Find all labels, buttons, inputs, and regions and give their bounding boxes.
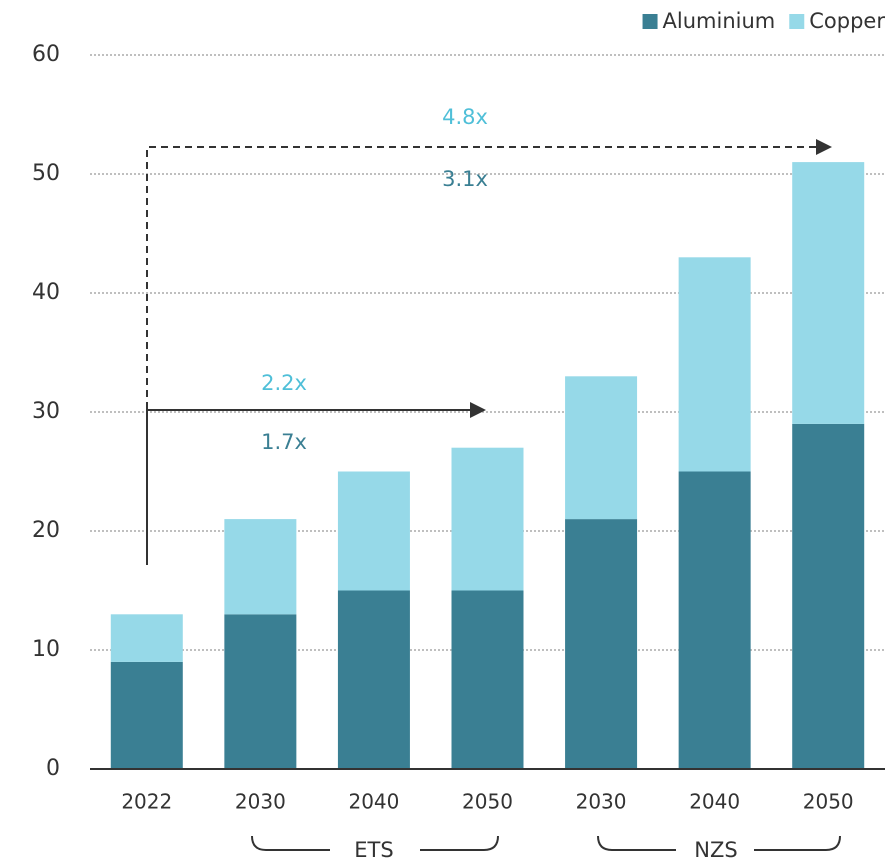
bar-segment [224, 614, 297, 769]
y-tick-label: 10 [32, 637, 60, 662]
annotation: 3.1x [442, 167, 488, 191]
arrow [146, 409, 472, 565]
y-tick-label: 50 [32, 161, 60, 186]
bar-segment [565, 376, 638, 520]
annotation: 2.2x [261, 371, 307, 395]
group-label: NZS [694, 838, 737, 862]
bar-segment [451, 447, 524, 591]
arrow [146, 146, 818, 565]
group-brace [251, 835, 499, 851]
arrowhead [470, 402, 486, 418]
x-tick-label: 2040 [348, 790, 399, 814]
bar-segment [110, 614, 183, 662]
x-tick-label: 2022 [121, 790, 172, 814]
bar-segment [337, 471, 410, 591]
bar-segment [451, 590, 524, 769]
annotation: 4.8x [442, 105, 488, 129]
bar-segment [678, 471, 751, 769]
legend-label: Aluminium [663, 9, 776, 33]
bar-segment [224, 519, 297, 615]
y-tick-label: 40 [32, 280, 60, 305]
bar-segment [792, 423, 865, 769]
group-label: ETS [354, 838, 393, 862]
group-brace [597, 835, 841, 851]
bar-segment [337, 590, 410, 769]
x-tick-label: 2030 [576, 790, 627, 814]
arrowhead [816, 139, 832, 155]
legend-label: Copper [809, 9, 885, 33]
bar-segment [110, 661, 183, 769]
bar-segment [792, 162, 865, 424]
y-tick-label: 20 [32, 518, 60, 543]
x-tick-label: 2050 [803, 790, 854, 814]
x-tick-label: 2040 [689, 790, 740, 814]
legend-swatch [642, 14, 658, 29]
annotation: 1.7x [261, 430, 307, 454]
legend-swatch [789, 14, 805, 29]
bar-segment [565, 519, 638, 769]
x-tick-label: 2030 [235, 790, 286, 814]
y-tick-label: 60 [32, 42, 60, 67]
y-tick-label: 30 [32, 399, 60, 424]
x-tick-label: 2050 [462, 790, 513, 814]
y-tick-label: 0 [46, 756, 60, 781]
bar-segment [678, 257, 751, 472]
